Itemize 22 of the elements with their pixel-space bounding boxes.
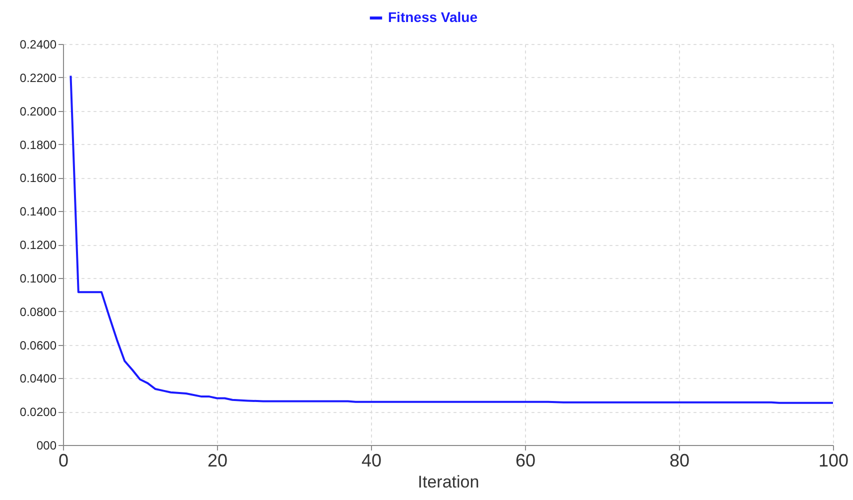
y-tick-label: 0.0600 (20, 338, 57, 352)
y-tick-label: 0.0800 (20, 304, 57, 319)
line-series (70, 74, 834, 404)
x-tick-label: 0 (58, 450, 69, 470)
x-tick-label: 80 (669, 450, 690, 470)
legend-label: Fitness Value (388, 9, 478, 25)
y-tick-label: 0.0400 (20, 372, 57, 386)
y-tick-label: 0.2400 (20, 38, 57, 52)
x-tick-label: 40 (361, 450, 382, 470)
y-tick-label: 0.0200 (20, 405, 57, 420)
y-tick-label: 000 (36, 438, 57, 452)
x-tick-label: 60 (515, 450, 536, 470)
y-tick-label: 0.1800 (20, 138, 57, 152)
y-tick-label: 0.1400 (20, 204, 57, 219)
y-tick-label: 0.1000 (20, 271, 57, 286)
y-tick-label: 0.1200 (20, 238, 57, 252)
y-tick-label: 0.1600 (20, 171, 57, 186)
x-tick-label: 20 (207, 450, 228, 470)
y-tick-label: 0.2000 (20, 104, 57, 118)
x-tick-label: 100 (818, 450, 849, 470)
y-tick-label: 0.2200 (20, 70, 57, 85)
x-axis-title: Iteration (418, 472, 480, 492)
